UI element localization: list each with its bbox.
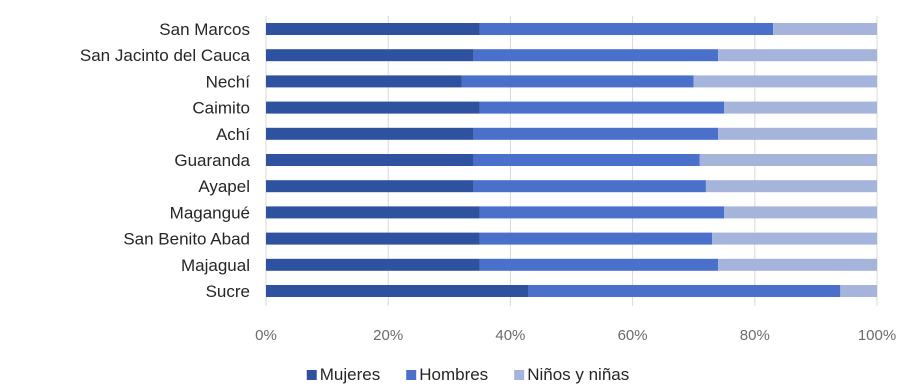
category-label: San Jacinto del Cauca [80,46,251,65]
bar-segment [266,206,480,219]
bar-segment [266,258,480,271]
bar-segment [718,258,877,271]
legend-item: Hombres [406,365,488,384]
x-tick-label: 80% [740,327,770,344]
bar-segment [724,101,877,114]
bar-segment [473,127,719,140]
bar-segment [473,180,706,193]
category-labels: San Marcos San Jacinto del Cauca Nechí Caim… [80,20,251,301]
x-tick-label: 100% [858,327,896,344]
bars [266,23,877,297]
bar-segment [718,49,877,62]
bar-segment [528,285,841,297]
bar-segment [693,75,877,88]
legend-swatch [514,370,525,380]
legend-label: Niños y niñas [527,365,629,384]
bar-segment [479,23,774,35]
x-axis-ticks: 0% 20% 40% 60% 80% 100% [255,327,896,344]
bar-segment [266,285,529,297]
bar-segment [699,154,877,166]
legend-swatch [306,370,317,380]
x-tick-label: 0% [255,327,277,344]
category-label: Guaranda [174,151,250,170]
bar-segment [479,258,719,271]
category-label: Sucre [206,282,250,301]
category-label: Nechí [206,72,251,91]
bar-segment [266,127,474,140]
bar-segment [266,180,474,193]
bar-segment [718,127,877,140]
category-label: San Benito Abad [123,230,250,249]
bar-segment [712,232,877,245]
bar-segment [479,101,725,114]
bar-segment [461,75,694,88]
category-label: Magangué [170,203,250,222]
category-label: San Marcos [159,20,250,39]
bar-segment [266,154,474,166]
legend-item: Niños y niñas [514,365,629,384]
x-tick-label: 20% [373,327,403,344]
x-tick-label: 60% [618,327,648,344]
bar-segment [266,232,480,245]
bar-segment [473,154,700,166]
legend-label: Hombres [419,365,488,384]
legend: Mujeres Hombres Niños y niñas [306,365,629,384]
bar-segment [266,49,474,62]
category-label: Caimito [192,99,250,118]
category-label: Ayapel [198,177,250,196]
category-label: Achí [216,125,250,144]
bar-segment [266,75,462,88]
bar-segment [479,206,725,219]
bar-segment [473,49,719,62]
legend-label: Mujeres [320,365,380,384]
bar-segment [479,232,713,245]
legend-swatch [406,370,417,380]
x-tick-label: 40% [495,327,525,344]
bar-segment [840,285,877,297]
category-label: Majagual [181,256,250,275]
bar-segment [724,206,877,219]
bar-segment [266,23,480,35]
legend-item: Mujeres [306,365,380,384]
bar-segment [773,23,877,35]
bar-segment [266,101,480,114]
bar-segment [705,180,877,193]
